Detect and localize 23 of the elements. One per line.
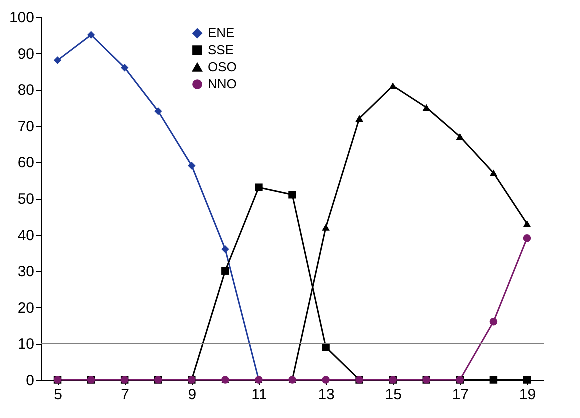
legend-label: OSO [208, 60, 237, 74]
legend-label: ENE [208, 26, 236, 40]
y-tick-label: 100 [9, 10, 34, 26]
x-tick-label: 7 [121, 386, 130, 404]
x-tick-label: 5 [54, 386, 62, 404]
x-tick-label: 17 [452, 386, 470, 404]
x-tick-label: 13 [318, 386, 335, 404]
y-tick-label: 0 [26, 372, 34, 390]
y-tick-label: 50 [18, 191, 34, 208]
x-tick-label: 15 [385, 386, 402, 404]
x-tick-label: 19 [519, 386, 536, 404]
y-tick-label: 80 [18, 82, 34, 100]
legend-label: NNO [208, 76, 237, 92]
y-tick-label: 90 [18, 46, 34, 63]
y-tick-label: 40 [18, 227, 34, 244]
y-tick-label: 20 [18, 300, 34, 317]
y-tick-label: 60 [18, 154, 34, 172]
y-tick-label: 30 [18, 264, 34, 281]
x-tick-label: 11 [252, 386, 268, 404]
y-tick-label: 10 [18, 336, 34, 354]
y-tick-label: 70 [18, 118, 34, 136]
legend-label: SSE [208, 42, 234, 58]
x-tick-label: 9 [188, 386, 197, 404]
